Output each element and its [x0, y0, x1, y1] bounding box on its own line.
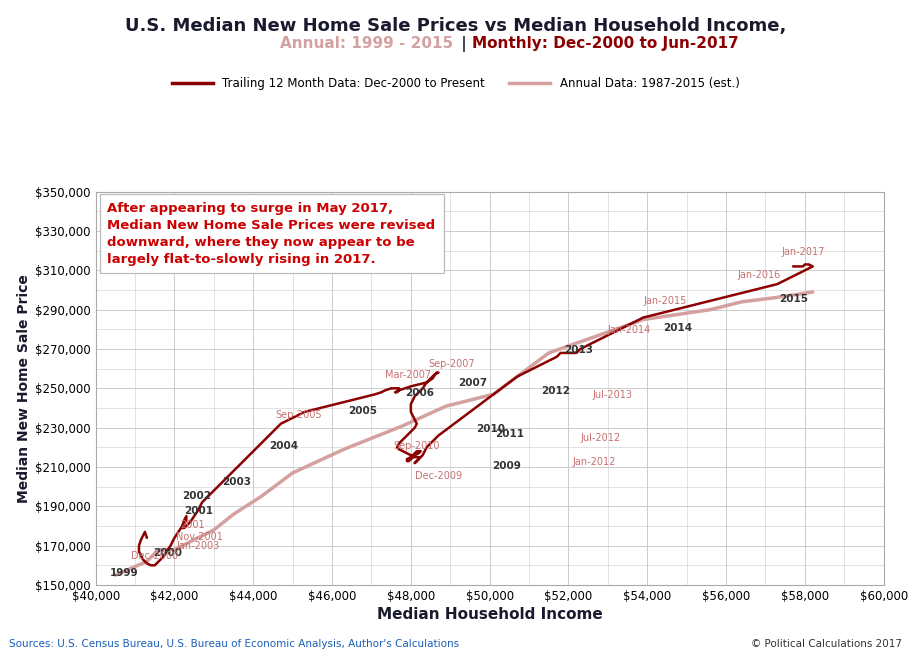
- Text: Sep-2005: Sep-2005: [275, 410, 322, 420]
- Text: Jan-2016: Jan-2016: [738, 270, 781, 280]
- Text: 2004: 2004: [269, 442, 298, 451]
- Text: Mar-2007: Mar-2007: [385, 370, 432, 381]
- Text: Jul-2013: Jul-2013: [592, 390, 632, 400]
- Text: Jan-2014: Jan-2014: [608, 325, 651, 335]
- Text: Nov-2001: Nov-2001: [177, 531, 223, 542]
- Text: Jan-2015: Jan-2015: [643, 295, 687, 306]
- Text: 2001: 2001: [184, 506, 213, 516]
- Text: 2005: 2005: [348, 406, 377, 416]
- X-axis label: Median Household Income: Median Household Income: [377, 607, 602, 622]
- Text: 2011: 2011: [496, 430, 525, 440]
- Text: 2001: 2001: [180, 520, 205, 530]
- Text: © Political Calculations 2017: © Political Calculations 2017: [751, 639, 902, 649]
- Text: 2003: 2003: [221, 477, 251, 486]
- Text: 2010: 2010: [476, 424, 505, 434]
- Text: Jul-2012: Jul-2012: [580, 434, 620, 444]
- Y-axis label: Median New Home Sale Price: Median New Home Sale Price: [17, 274, 31, 503]
- Text: 2002: 2002: [182, 491, 211, 502]
- Text: Annual: 1999 - 2015: Annual: 1999 - 2015: [280, 36, 453, 52]
- Text: Sep-2007: Sep-2007: [428, 359, 476, 369]
- Text: 1999: 1999: [109, 568, 138, 578]
- Text: Jan-2003: Jan-2003: [177, 541, 220, 551]
- Text: Sep-2010: Sep-2010: [394, 442, 440, 451]
- Text: After appearing to surge in May 2017,
Median New Home Sale Prices were revised
d: After appearing to surge in May 2017, Me…: [107, 202, 435, 266]
- Text: Dec-2000: Dec-2000: [131, 551, 179, 561]
- Text: Sources: U.S. Census Bureau, U.S. Bureau of Economic Analysis, Author's Calculat: Sources: U.S. Census Bureau, U.S. Bureau…: [9, 639, 459, 649]
- Text: 2000: 2000: [153, 549, 182, 559]
- Text: 2014: 2014: [663, 323, 692, 333]
- Text: Monthly: Dec-2000 to Jun-2017: Monthly: Dec-2000 to Jun-2017: [472, 36, 739, 52]
- Text: 2015: 2015: [779, 293, 808, 304]
- Text: Dec-2009: Dec-2009: [415, 471, 462, 481]
- Text: Jan-2012: Jan-2012: [572, 457, 616, 467]
- Text: 2007: 2007: [458, 378, 487, 389]
- Text: 2006: 2006: [405, 388, 434, 398]
- Text: U.S. Median New Home Sale Prices vs Median Household Income,: U.S. Median New Home Sale Prices vs Medi…: [125, 17, 786, 34]
- Text: 2009: 2009: [492, 461, 520, 471]
- Legend: Trailing 12 Month Data: Dec-2000 to Present, Annual Data: 1987-2015 (est.): Trailing 12 Month Data: Dec-2000 to Pres…: [167, 72, 744, 95]
- Text: |: |: [456, 36, 472, 52]
- Text: Jan-2017: Jan-2017: [782, 247, 824, 256]
- Text: 2013: 2013: [565, 345, 594, 355]
- Text: 2012: 2012: [541, 386, 570, 396]
